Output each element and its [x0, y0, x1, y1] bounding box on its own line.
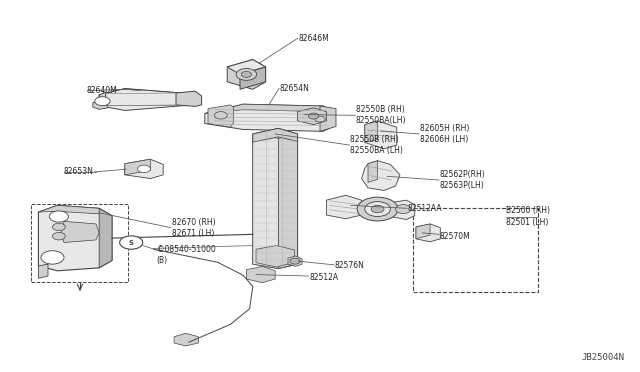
Polygon shape: [208, 105, 234, 127]
Polygon shape: [320, 106, 336, 131]
Text: 82576N: 82576N: [335, 261, 365, 270]
Text: 82654N: 82654N: [280, 84, 310, 93]
Text: 82646M: 82646M: [298, 34, 329, 43]
Polygon shape: [416, 224, 440, 242]
Polygon shape: [365, 121, 378, 142]
Circle shape: [290, 258, 300, 264]
Polygon shape: [416, 224, 430, 239]
Polygon shape: [368, 161, 378, 182]
Polygon shape: [256, 246, 294, 267]
Text: 82605H (RH)
82606H (LH): 82605H (RH) 82606H (LH): [420, 124, 469, 144]
Polygon shape: [99, 208, 112, 268]
Polygon shape: [99, 92, 106, 106]
Circle shape: [396, 205, 411, 214]
Circle shape: [365, 202, 390, 217]
Text: 82570M: 82570M: [440, 232, 470, 241]
Polygon shape: [205, 104, 333, 113]
Circle shape: [241, 71, 252, 77]
Text: 82550B (RH)
82550BA (LH): 82550B (RH) 82550BA (LH): [350, 135, 403, 155]
Text: 82512AA: 82512AA: [408, 204, 442, 213]
Polygon shape: [93, 99, 108, 109]
Polygon shape: [362, 161, 400, 190]
Text: S: S: [129, 240, 134, 246]
Circle shape: [138, 165, 150, 173]
Circle shape: [41, 251, 64, 264]
Bar: [31, 204, 128, 282]
Polygon shape: [205, 104, 333, 131]
Circle shape: [120, 236, 143, 249]
Circle shape: [357, 197, 398, 221]
Polygon shape: [253, 128, 298, 142]
Polygon shape: [288, 256, 302, 266]
Circle shape: [95, 97, 110, 106]
Polygon shape: [253, 128, 298, 269]
Polygon shape: [61, 221, 99, 243]
Polygon shape: [227, 60, 266, 74]
Text: 82562P(RH)
82563P(LH): 82562P(RH) 82563P(LH): [440, 170, 485, 190]
Polygon shape: [390, 200, 415, 219]
Circle shape: [315, 116, 325, 122]
Circle shape: [52, 223, 65, 231]
Text: JB25004N: JB25004N: [581, 353, 624, 362]
Text: 82512A: 82512A: [309, 273, 339, 282]
Polygon shape: [298, 108, 326, 125]
Polygon shape: [99, 89, 192, 110]
Circle shape: [49, 211, 68, 222]
Polygon shape: [38, 205, 112, 271]
Circle shape: [308, 113, 319, 119]
Polygon shape: [326, 195, 362, 219]
Text: 82640M: 82640M: [86, 86, 117, 95]
Text: 82670 (RH)
82671 (LH): 82670 (RH) 82671 (LH): [172, 218, 215, 238]
Polygon shape: [125, 159, 150, 175]
Text: 82653N: 82653N: [64, 167, 94, 176]
Polygon shape: [38, 264, 48, 278]
Circle shape: [236, 68, 257, 80]
Circle shape: [214, 112, 227, 119]
Polygon shape: [240, 67, 266, 89]
Bar: [413, 208, 538, 292]
Polygon shape: [227, 60, 266, 89]
Polygon shape: [125, 159, 163, 179]
Polygon shape: [278, 134, 298, 269]
Polygon shape: [365, 121, 397, 149]
Polygon shape: [253, 134, 278, 269]
Polygon shape: [174, 333, 198, 346]
Text: B2500 (RH)
82501 (LH): B2500 (RH) 82501 (LH): [506, 206, 550, 227]
Text: ©08540-51000
(B): ©08540-51000 (B): [157, 245, 216, 265]
Circle shape: [371, 205, 384, 213]
Text: 82550B (RH)
82550BA(LH): 82550B (RH) 82550BA(LH): [356, 105, 406, 125]
Circle shape: [52, 232, 65, 240]
Polygon shape: [246, 266, 275, 283]
Polygon shape: [176, 91, 202, 106]
Polygon shape: [38, 205, 112, 216]
